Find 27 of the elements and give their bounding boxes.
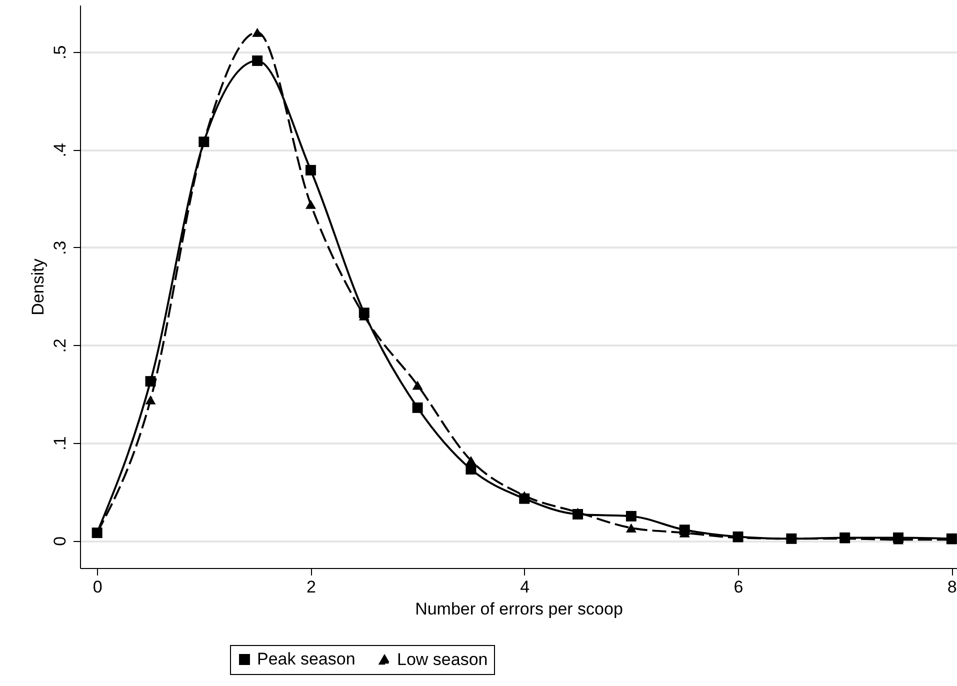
point xyxy=(626,510,636,522)
legend-label: Low season xyxy=(397,650,488,669)
y-tick-label: .3 xyxy=(50,240,70,255)
point xyxy=(305,200,316,209)
x-axis-title: Number of errors per scoop xyxy=(415,600,623,618)
y-tick-label: .4 xyxy=(50,143,70,158)
point xyxy=(252,55,263,66)
point xyxy=(466,456,476,466)
legend-label: Peak season xyxy=(257,650,356,669)
x-tick-label: 2 xyxy=(306,578,316,596)
x-tick-label: 8 xyxy=(947,578,957,596)
x-tick-label: 0 xyxy=(92,578,102,596)
point xyxy=(252,28,263,37)
point xyxy=(466,464,476,475)
point xyxy=(145,376,156,387)
y-tick-label: .1 xyxy=(50,436,70,450)
y-tick-label: .2 xyxy=(50,338,70,353)
y-tick-label: 0 xyxy=(50,536,70,546)
x-tick-label: 4 xyxy=(520,578,530,596)
point xyxy=(412,380,423,390)
point xyxy=(145,395,156,404)
y-tick-label: .5 xyxy=(50,45,70,60)
point xyxy=(626,523,636,532)
y-axis-title: Density xyxy=(28,258,48,316)
point xyxy=(412,402,423,413)
x-tick-label: 6 xyxy=(734,578,744,596)
point xyxy=(305,164,316,176)
